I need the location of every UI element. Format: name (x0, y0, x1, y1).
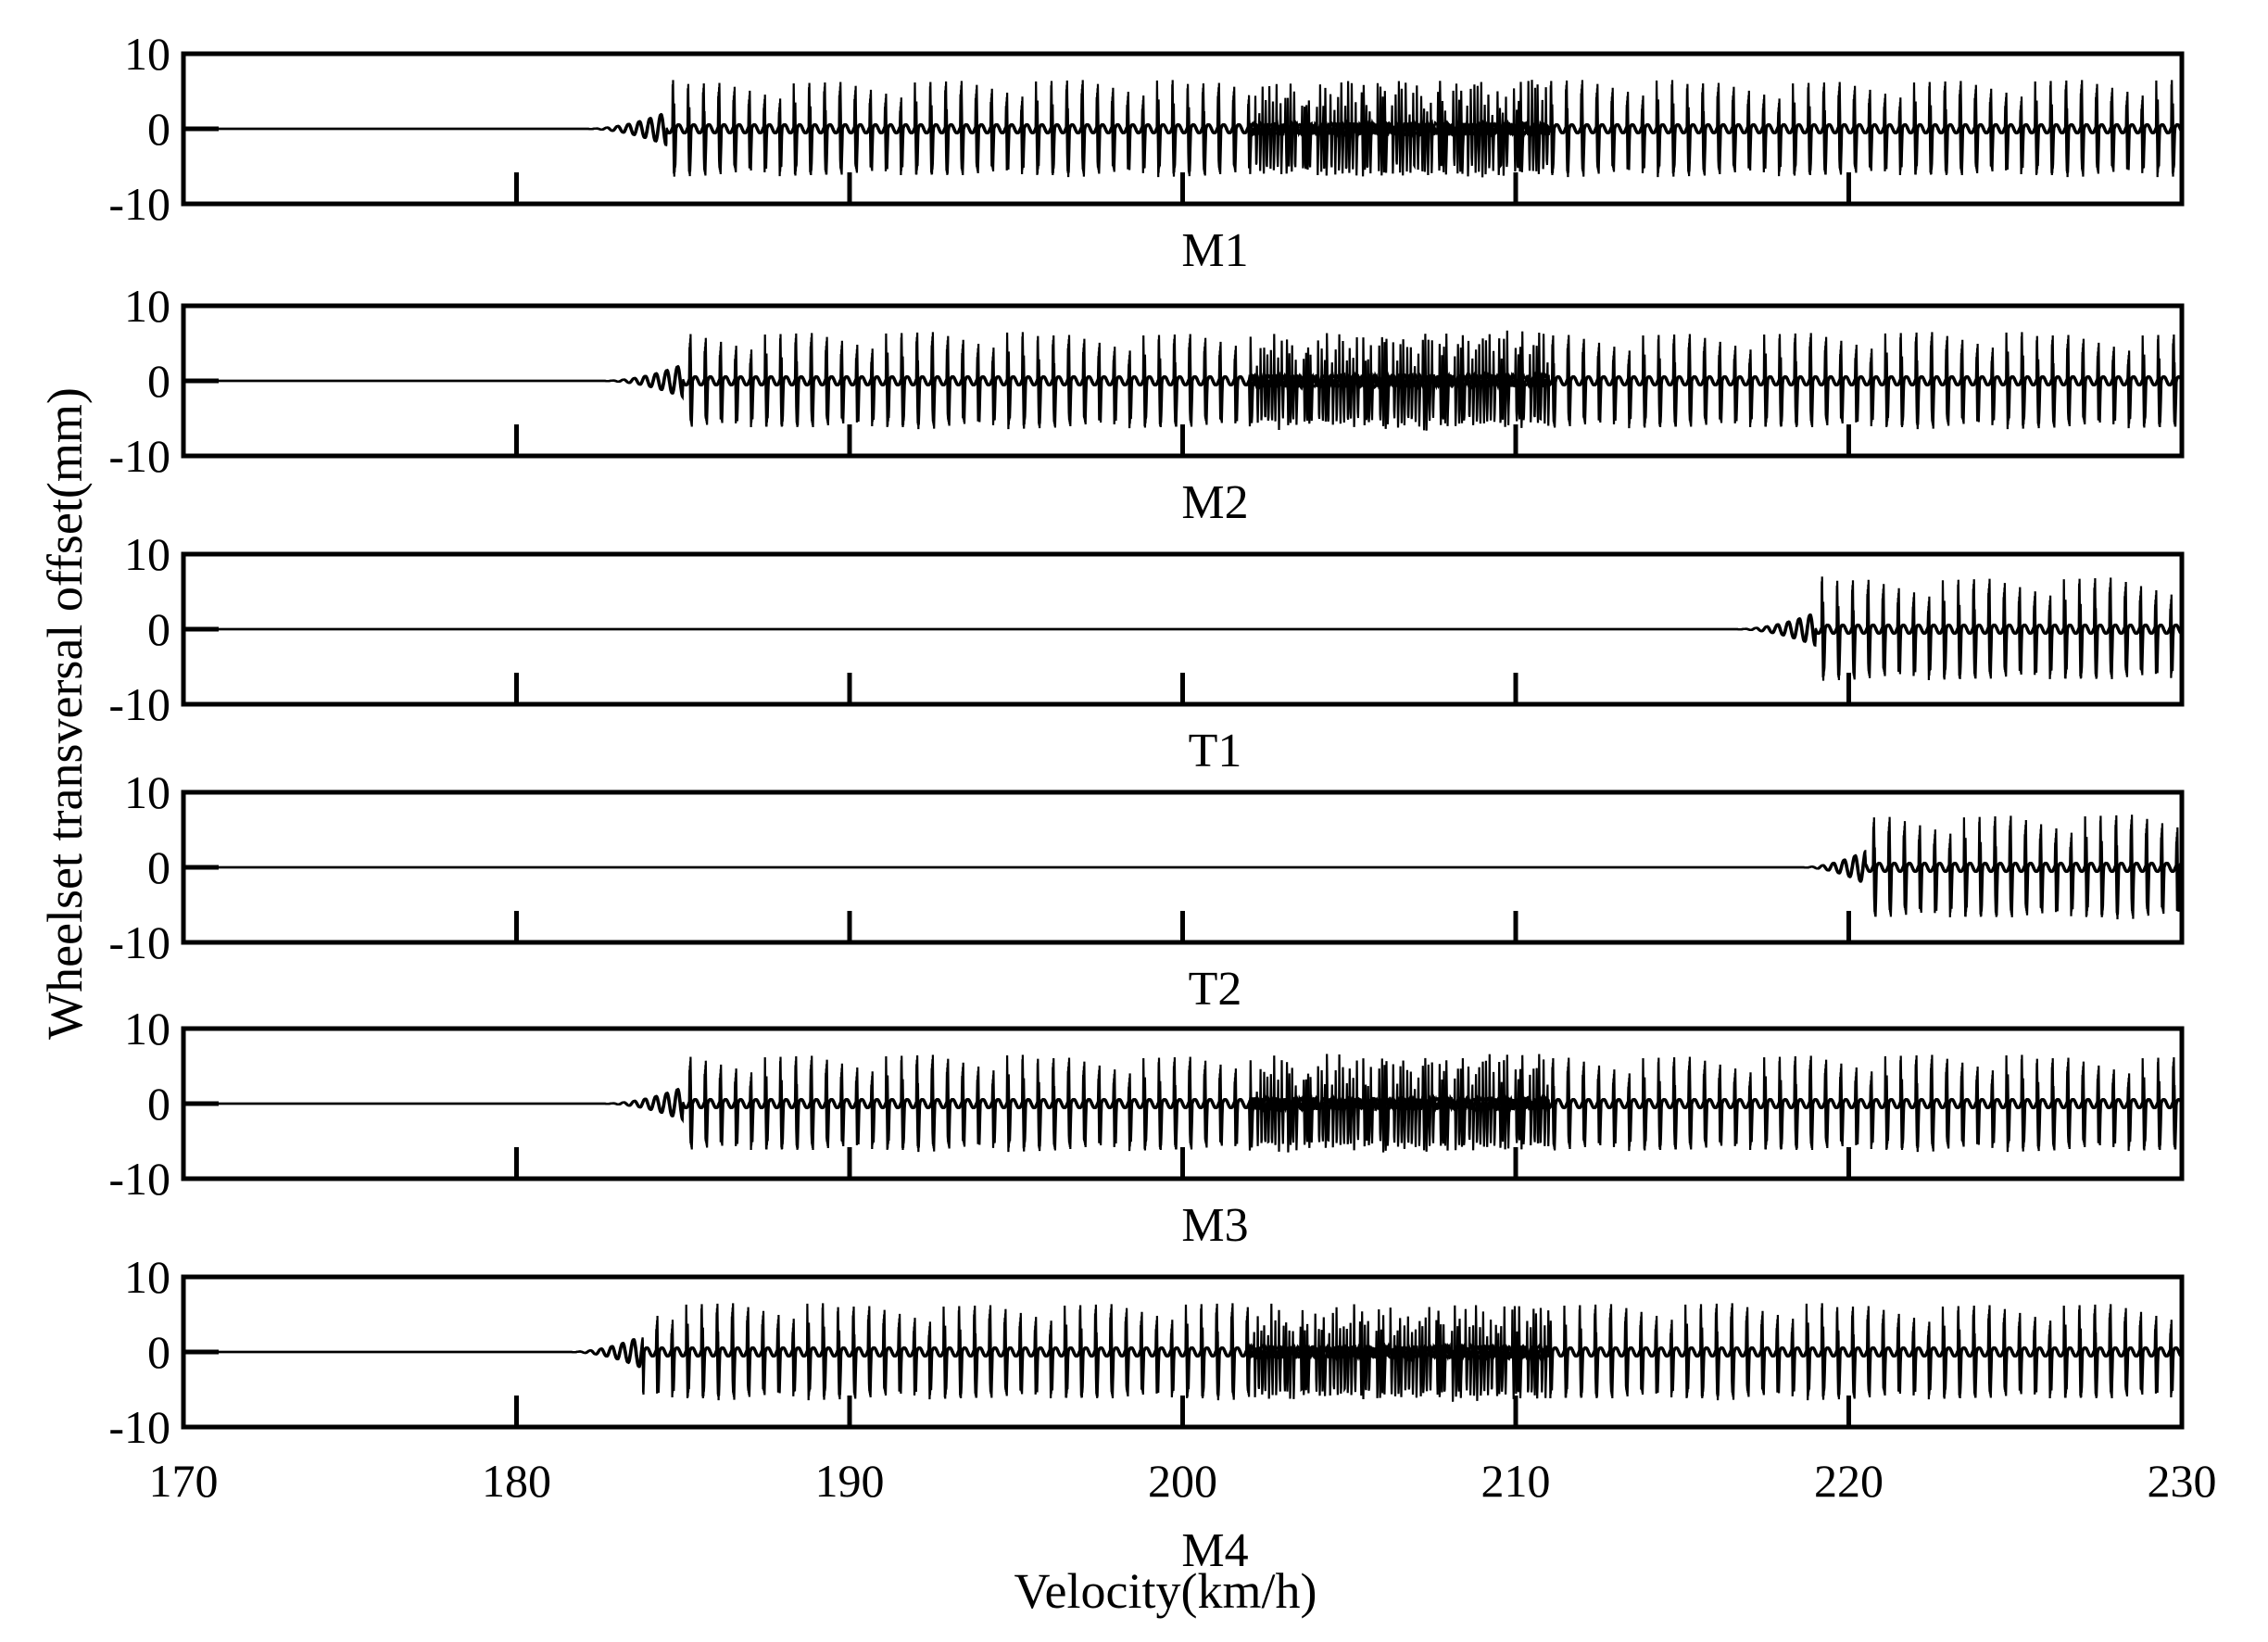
panel-label-t2: T2 (1189, 963, 1242, 1016)
x-tick-label-2: 190 (815, 1455, 885, 1507)
panel-m4: 10 0 -10 M4 (108, 1251, 2185, 1577)
y-tick-label-m1-2: -10 (108, 178, 170, 230)
series-m4-trace-4 (183, 1303, 2183, 1402)
y-tick-label-t2-2: -10 (108, 916, 170, 968)
y-tick-label-m4-0: 10 (124, 1251, 170, 1303)
plot-frame-m3 (181, 1026, 2185, 1181)
panel-t1: 10 0 -10 T1 (108, 528, 2185, 777)
y-tick-label-t1-2: -10 (108, 678, 170, 730)
y-tick-label-m2-1: 0 (147, 355, 170, 407)
y-tick-label-t2-0: 10 (124, 766, 170, 818)
x-tick-label-4: 210 (1481, 1455, 1551, 1507)
series-m3-trace-4 (183, 1055, 2183, 1153)
panel-label-t1: T1 (1189, 725, 1242, 777)
x-tick-label-5: 220 (1814, 1455, 1884, 1507)
y-tick-label-t1-1: 0 (147, 603, 170, 655)
panel-m3: 10 0 -10 M3 (108, 1003, 2185, 1252)
y-tick-label-m4-2: -10 (108, 1401, 170, 1453)
y-tick-label-m2-0: 10 (124, 280, 170, 332)
series-m2-trace-4 (183, 332, 2183, 431)
series-t2-trace-4 (183, 815, 2182, 917)
panel-m1: 10 0 -10 M1 (108, 28, 2185, 277)
y-tick-label-m3-2: -10 (108, 1153, 170, 1205)
panel-label-m4: M4 (1181, 1524, 1248, 1577)
series-m1-trace-4 (183, 80, 2183, 178)
x-tick-label-6: 230 (2148, 1455, 2217, 1507)
panel-label-m3: M3 (1181, 1199, 1248, 1252)
x-tick-label-0: 170 (149, 1455, 219, 1507)
panel-label-m1: M1 (1181, 224, 1248, 277)
y-tick-label-m4-1: 0 (147, 1326, 170, 1378)
plot-frame-m2 (181, 303, 2185, 459)
y-tick-label-m3-1: 0 (147, 1078, 170, 1130)
panel-m2: 10 0 -10 M2 (108, 280, 2185, 529)
y-tick-label-m3-0: 10 (124, 1003, 170, 1055)
y-tick-label-m1-0: 10 (124, 28, 170, 80)
panel-label-m2: M2 (1181, 476, 1248, 529)
series-t1-trace-4 (183, 579, 2183, 681)
panel-t2: 10 0 -10 T2 (108, 766, 2185, 1016)
plot-frame-m4 (181, 1274, 2185, 1430)
plot-frame-t2 (181, 789, 2185, 945)
y-tick-label-t2-1: 0 (147, 841, 170, 893)
x-tick-label-3: 200 (1148, 1455, 1217, 1507)
plot-frame-m1 (181, 51, 2185, 207)
x-tick-label-1: 180 (482, 1455, 551, 1507)
y-axis-title: Wheelset transversal offset(mm) (37, 387, 93, 1040)
y-tick-label-t1-0: 10 (124, 528, 170, 580)
x-axis-title: Velocity(km/h) (1014, 1563, 1317, 1619)
plot-frame-t1 (181, 551, 2185, 707)
y-tick-label-m1-1: 0 (147, 103, 170, 155)
y-tick-label-m2-2: -10 (108, 430, 170, 482)
